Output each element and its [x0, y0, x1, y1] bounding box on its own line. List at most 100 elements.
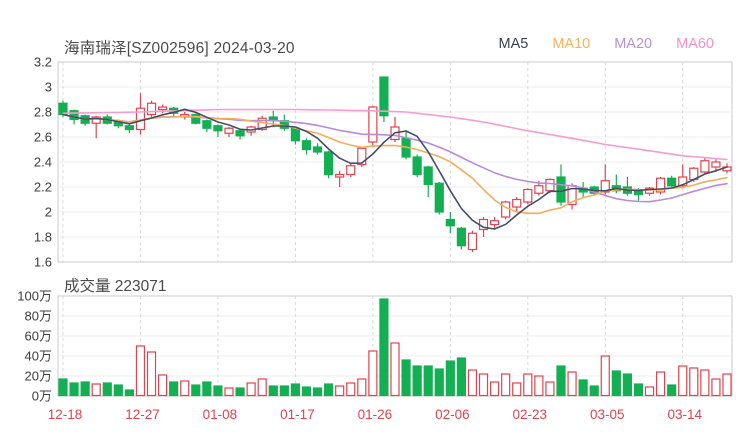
volume-bar[interactable]: [335, 385, 345, 397]
volume-bar[interactable]: [113, 384, 123, 397]
candle-body[interactable]: [700, 160, 710, 173]
volume-bar[interactable]: [711, 378, 721, 397]
volume-bar[interactable]: [390, 342, 400, 397]
volume-bar[interactable]: [556, 365, 566, 397]
candle-body[interactable]: [301, 140, 312, 151]
legend-ma5[interactable]: MA5: [498, 36, 529, 52]
volume-bar[interactable]: [523, 373, 533, 397]
candle-body[interactable]: [224, 127, 234, 134]
candle-body[interactable]: [556, 176, 566, 203]
volume-bar[interactable]: [124, 389, 135, 397]
candle-body[interactable]: [69, 110, 79, 121]
candle-body[interactable]: [191, 113, 201, 124]
volume-bar[interactable]: [158, 374, 168, 397]
volume-bar[interactable]: [622, 373, 633, 397]
volume-bar[interactable]: [478, 373, 489, 397]
candle-body[interactable]: [412, 156, 422, 176]
legend-ma10[interactable]: MA10: [552, 36, 591, 52]
volume-bar[interactable]: [246, 382, 256, 397]
volume-bar[interactable]: [235, 387, 245, 397]
volume-bar[interactable]: [224, 387, 234, 397]
volume-bar[interactable]: [567, 371, 577, 397]
volume-bar[interactable]: [91, 383, 101, 397]
candle-body[interactable]: [235, 130, 245, 137]
volume-bar[interactable]: [490, 381, 500, 397]
candle-body[interactable]: [534, 185, 544, 194]
volume-bar[interactable]: [501, 373, 511, 397]
candle-body[interactable]: [655, 177, 666, 193]
candle-body[interactable]: [357, 147, 367, 166]
volume-bar[interactable]: [324, 383, 334, 397]
volume-bar[interactable]: [401, 359, 411, 397]
legend-ma60[interactable]: MA60: [676, 36, 714, 52]
volume-bar[interactable]: [423, 365, 433, 397]
volume-bar[interactable]: [146, 351, 157, 397]
candle-body[interactable]: [335, 173, 345, 178]
volume-bar[interactable]: [722, 373, 732, 397]
volume-bar[interactable]: [534, 375, 544, 397]
volume-bar[interactable]: [412, 365, 422, 397]
volume-bar[interactable]: [191, 384, 201, 397]
candle-body[interactable]: [678, 176, 688, 187]
volume-bar[interactable]: [700, 369, 710, 397]
volume-bar[interactable]: [180, 380, 190, 397]
candle-body[interactable]: [379, 76, 389, 117]
candle-body[interactable]: [545, 178, 555, 192]
volume-bar[interactable]: [279, 385, 289, 397]
volume-bar[interactable]: [290, 383, 300, 397]
candle-body[interactable]: [290, 127, 300, 142]
volume-bar[interactable]: [445, 360, 455, 397]
volume-bar[interactable]: [678, 365, 688, 397]
candle-body[interactable]: [202, 120, 212, 129]
candle-body[interactable]: [512, 198, 522, 208]
volume-bar[interactable]: [69, 382, 79, 397]
volume-bar[interactable]: [213, 385, 223, 397]
volume-bar[interactable]: [600, 355, 610, 397]
volume-bar[interactable]: [667, 384, 677, 397]
volume-bar[interactable]: [169, 381, 179, 397]
volume-bar[interactable]: [467, 369, 478, 397]
candle-body[interactable]: [158, 106, 168, 111]
candle-body[interactable]: [368, 106, 378, 143]
volume-bar[interactable]: [589, 385, 599, 397]
candle-body[interactable]: [490, 220, 500, 226]
candle-body[interactable]: [501, 201, 511, 218]
candle-body[interactable]: [445, 218, 455, 227]
volume-bar[interactable]: [202, 381, 212, 397]
volume-bar[interactable]: [578, 379, 588, 397]
legend-ma20[interactable]: MA20: [614, 36, 653, 52]
volume-bar[interactable]: [357, 378, 367, 397]
volume-bar[interactable]: [512, 382, 522, 397]
volume-bar[interactable]: [312, 387, 323, 397]
candle-body[interactable]: [423, 166, 433, 186]
volume-bar[interactable]: [456, 357, 466, 397]
candle-body[interactable]: [324, 151, 334, 176]
candle-body[interactable]: [523, 188, 533, 203]
volume-bar[interactable]: [434, 368, 444, 397]
candle-body[interactable]: [312, 146, 323, 153]
volume-bar[interactable]: [611, 370, 621, 397]
volume-bar[interactable]: [689, 367, 699, 397]
candle-body[interactable]: [146, 102, 157, 116]
volume-bar[interactable]: [644, 386, 655, 397]
candle-body[interactable]: [346, 165, 356, 176]
volume-bar[interactable]: [545, 381, 555, 397]
candle-body[interactable]: [711, 161, 721, 168]
candle-body[interactable]: [91, 116, 101, 124]
candle-body[interactable]: [467, 232, 478, 251]
volume-bar[interactable]: [135, 345, 146, 397]
volume-bar[interactable]: [379, 298, 389, 397]
volume-bar[interactable]: [58, 378, 68, 397]
volume-bar[interactable]: [346, 382, 356, 397]
candle-body[interactable]: [434, 182, 444, 213]
volume-bar[interactable]: [655, 371, 666, 397]
volume-bar[interactable]: [268, 385, 278, 397]
volume-bar[interactable]: [80, 381, 90, 397]
candle-body[interactable]: [124, 125, 135, 131]
candle-body[interactable]: [456, 227, 466, 247]
volume-bar[interactable]: [368, 350, 378, 397]
candle-body[interactable]: [667, 177, 677, 187]
candle-body[interactable]: [213, 125, 223, 132]
volume-bar[interactable]: [301, 386, 312, 397]
